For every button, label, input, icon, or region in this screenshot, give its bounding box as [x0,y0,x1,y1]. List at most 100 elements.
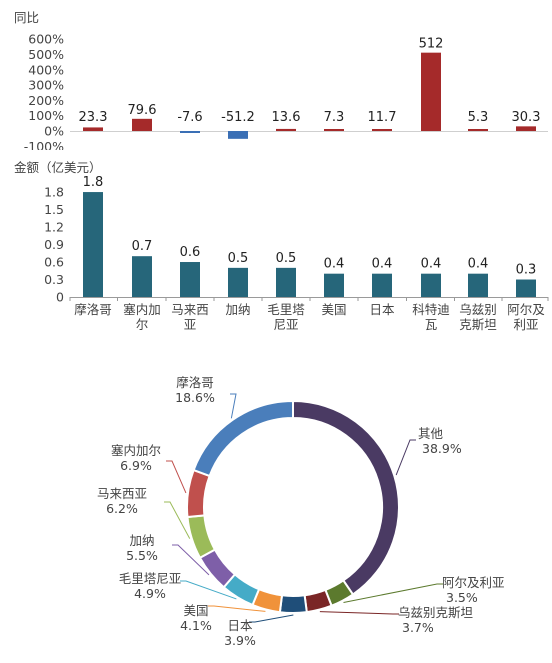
yoy-value-label: 11.7 [368,110,397,125]
amount-bar [468,273,488,297]
yoy-value-label: 30.3 [512,110,541,125]
amount-tick-label: 0.3 [44,272,64,287]
donut-slice-name: 马来西亚 [97,486,147,501]
amount-bar-chart: 金额（亿美元）1.81.51.20.90.60.301.8摩洛哥0.7塞内加尔0… [14,160,549,332]
amount-tick-label: 1.2 [44,220,64,235]
amount-tick-label: 1.5 [44,202,64,217]
donut-leader-line [180,580,237,600]
amount-tick-label: 1.8 [44,185,64,200]
amount-bar [276,267,296,297]
amount-value-label: 1.8 [83,175,104,190]
category-tick-label: 加纳 [225,302,250,317]
donut-leader-line [343,583,443,603]
yoy-tick-label: 0% [44,124,64,139]
yoy-bar [83,127,103,131]
yoy-bar [516,126,536,131]
category-tick-label: 阿尔及 [507,302,545,317]
category-tick-label: 亚 [184,317,197,332]
donut-leader-line [164,501,191,539]
yoy-bar-chart: 同比 600%500%400%300%200%100%0%-100% 23.3 79.… [14,10,548,150]
donut-slice-percent: 4.1% [180,618,212,633]
category-tick-label: 尼亚 [273,317,298,332]
yoy-tick-label: 500% [28,47,64,62]
donut-leader-line [395,439,416,476]
donut-leader-line [319,611,399,615]
category-tick-label: 瓦 [425,317,438,332]
amount-bar [132,256,152,297]
yoy-value-label: 13.6 [272,110,301,125]
amount-axis-title: 金额（亿美元） [14,160,102,175]
donut-slice-name: 其他 [418,426,444,441]
amount-value-label: 0.5 [228,251,249,266]
amount-value-label: 0.6 [180,245,201,260]
yoy-value-label: 512 [419,37,444,52]
yoy-bar [276,128,296,131]
category-tick-label: 克斯坦 [459,317,497,332]
donut-leader-line [172,544,210,576]
donut-slice-name: 乌兹别克斯坦 [398,605,473,620]
category-tick-label: 乌兹别 [459,302,497,317]
category-tick-label: 利亚 [513,317,538,332]
donut-leader-line [166,460,187,494]
amount-value-label: 0.4 [468,257,489,272]
yoy-bar [228,131,248,139]
yoy-bar [132,118,152,131]
yoy-value-label: 7.3 [324,110,345,125]
amount-bar [372,273,392,297]
category-tick-label: 尔 [136,317,149,332]
yoy-value-label: -7.6 [177,110,202,125]
donut-slice [186,514,217,560]
yoy-tick-label: 300% [28,78,64,93]
yoy-value-label: 23.3 [79,110,108,125]
yoy-tick-label: 600% [28,32,64,47]
donut-slice-name: 阿尔及利亚 [442,575,505,590]
donut-slice-percent: 3.5% [446,590,478,605]
donut-slice-percent: 38.9% [422,441,462,456]
donut-slice-percent: 3.9% [224,633,256,648]
amount-value-label: 0.3 [516,263,537,278]
amount-bar [180,262,200,297]
donut-slice-name: 摩洛哥 [176,375,214,390]
amount-bar [516,279,536,297]
donut-slice-percent: 5.5% [126,548,158,563]
donut-slice-percent: 6.9% [120,458,152,473]
category-tick-label: 日本 [369,302,395,317]
yoy-value-label: -51.2 [221,110,255,125]
donut-leader-line [249,614,294,623]
category-tick-label: 毛里塔 [267,302,305,317]
yoy-bar [180,131,200,133]
yoy-axis-title: 同比 [14,10,39,25]
amount-tick-label: 0.9 [44,237,64,252]
yoy-value-label: 79.6 [128,103,157,118]
amount-tick-label: 0 [56,290,64,305]
donut-slice [192,399,294,478]
donut-leader-line [230,393,237,419]
amount-bar [421,273,441,297]
donut-slice-percent: 3.7% [402,620,434,635]
category-tick-label: 美国 [321,302,346,317]
category-tick-label: 塞内加 [123,302,161,317]
donut-slice [186,468,211,519]
yoy-bar [324,129,344,131]
category-tick-label: 科特迪 [412,302,450,317]
yoy-bar [372,129,392,131]
yoy-value-label: 5.3 [468,110,489,125]
amount-value-label: 0.4 [324,257,345,272]
amount-bar [324,273,344,297]
amount-bar [228,267,248,297]
amount-value-label: 0.4 [421,257,442,272]
amount-tick-label: 0.6 [44,255,64,270]
category-tick-label: 马来西 [171,302,209,317]
yoy-bar [421,52,441,131]
amount-value-label: 0.7 [132,239,153,254]
yoy-tick-label: -100% [24,139,64,150]
yoy-tick-label: 400% [28,62,64,77]
amount-value-label: 0.5 [276,251,297,266]
yoy-bar [468,129,488,131]
donut-slice-percent: 18.6% [175,390,215,405]
donut-slice-name: 日本 [227,618,253,633]
amount-bar [83,192,103,297]
category-tick-label: 摩洛哥 [74,302,112,317]
